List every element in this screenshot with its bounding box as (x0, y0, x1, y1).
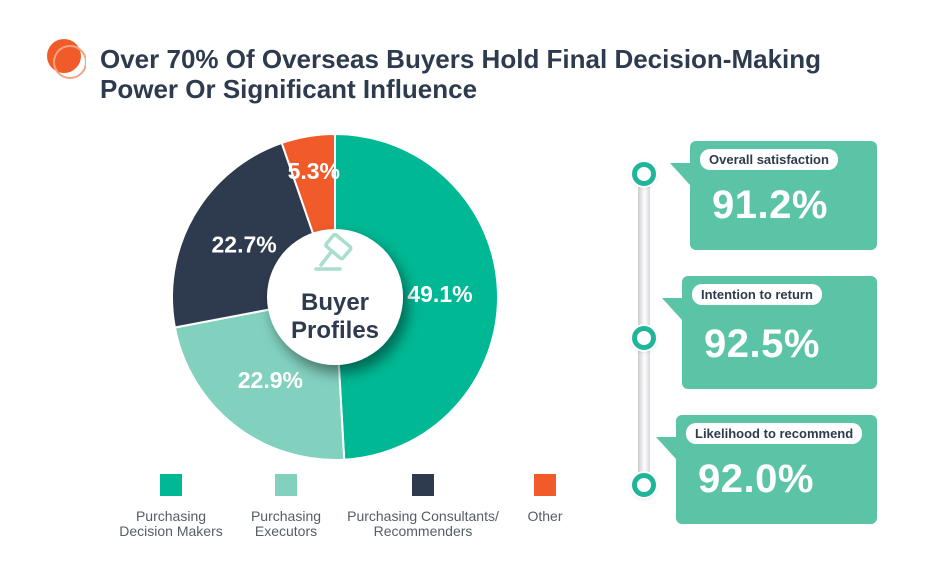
metric-card-satisfaction: Overall satisfaction 91.2% (670, 141, 877, 250)
legend-label: Purchasing Decision Makers (119, 508, 223, 539)
metric-label: Overall satisfaction (700, 149, 838, 170)
legend-swatch (534, 474, 556, 496)
slice-value-label: 5.3% (288, 158, 340, 184)
slice-value-label: 49.1% (407, 281, 472, 307)
legend-item-executors: Purchasing Executors (196, 472, 376, 539)
metric-card-recommend: Likelihood to recommend 92.0% (656, 415, 877, 524)
legend-swatch (160, 474, 182, 496)
chart-legend: Purchasing Decision Makers Purchasing Ex… (0, 472, 600, 552)
metric-card-return: Intention to return 92.5% (662, 276, 877, 389)
slice-value-label: 22.9% (238, 367, 303, 393)
timeline-dot (632, 162, 656, 186)
chart-center-label: Buyer Profiles (291, 289, 379, 344)
legend-swatch (412, 474, 434, 496)
metric-value: 92.0% (698, 457, 814, 501)
slice-value-label: 22.7% (212, 231, 277, 257)
chart-center-disc (267, 229, 403, 365)
timeline-dot (632, 326, 656, 350)
metric-value: 92.5% (704, 322, 820, 366)
title-bullet-icon (47, 39, 86, 79)
gavel-icon (314, 232, 353, 271)
legend-label: Other (527, 508, 563, 524)
legend-item-other: Other (455, 472, 635, 524)
buyer-profiles-pie-chart: 49.1% 22.9% 22.7% 5.3% Buyer Profiles (171, 132, 499, 461)
metric-value: 91.2% (712, 183, 828, 227)
legend-label: Purchasing Consultants/ Recommenders (347, 508, 499, 539)
metric-label: Intention to return (692, 284, 822, 305)
page-title: Over 70% Of Overseas Buyers Hold Final D… (100, 44, 822, 104)
legend-label: Purchasing Executors (250, 508, 322, 539)
legend-item-decision-makers: Purchasing Decision Makers (81, 472, 261, 539)
legend-swatch (275, 474, 297, 496)
slice-decision-makers (334, 132, 499, 461)
metric-label: Likelihood to recommend (686, 423, 863, 444)
timeline-dot (632, 473, 656, 497)
legend-item-consultants: Purchasing Consultants/ Recommenders (333, 472, 513, 539)
